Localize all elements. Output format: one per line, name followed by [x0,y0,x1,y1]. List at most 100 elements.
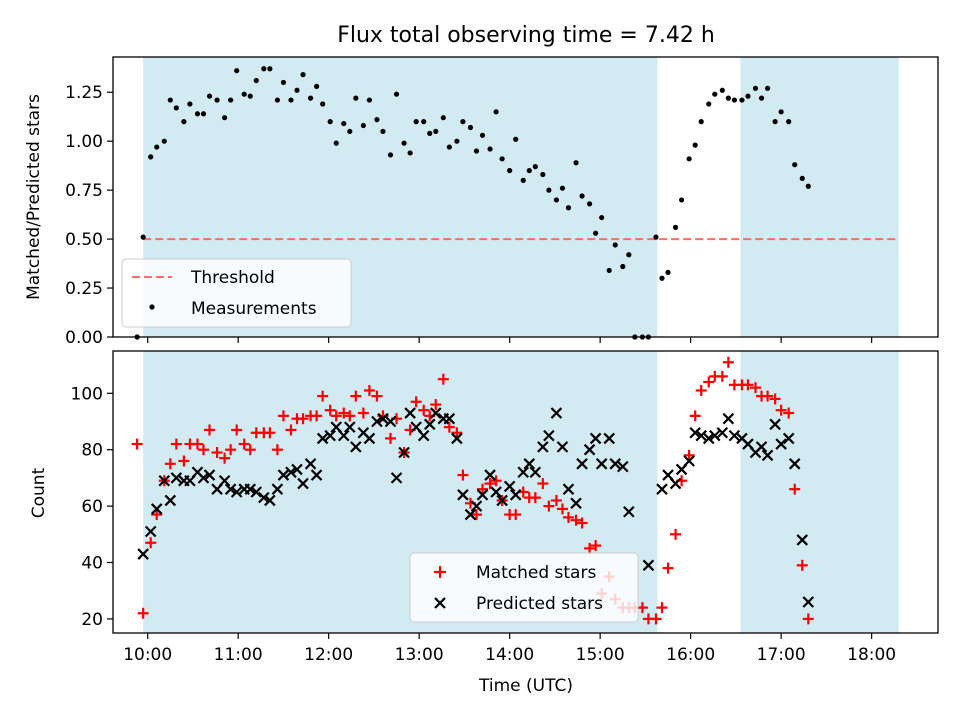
threshold-legend-label: Threshold [190,268,275,288]
ratio-panel: Flux total observing time = 7.42 h Match… [24,23,939,348]
x-tick-label: 14:00 [485,645,534,665]
predicted-star-point [683,455,695,467]
predicted-star-point [164,494,177,507]
predicted-star-point [264,494,276,507]
x-tick-label: 11:00 [214,645,263,665]
measurement-point [553,197,560,203]
shaded-interval [740,57,899,337]
matched-star-point [297,413,309,425]
predicted-star-point [417,429,430,442]
measurement-point [154,144,160,150]
measurement-point [679,197,685,203]
predicted-star-point [562,483,575,495]
y-tick-label: 0.25 [65,279,103,299]
measurement-point [712,91,718,97]
measurement-point [612,242,618,248]
matched-star-point [264,427,276,439]
measurement-point [413,119,419,125]
matched-star-point [231,424,243,436]
predicted-star-point [316,432,329,445]
measurement-point [267,66,273,72]
predicted-star-point [550,407,563,419]
predicted-star-point [150,503,163,515]
predicted-star-point [695,429,707,442]
matched-legend-swatch [434,566,446,578]
matched-star-point [317,390,329,402]
measurement-point [347,128,353,135]
measurement-point [532,164,538,170]
predicted-star-point [337,429,350,442]
measurement-point [161,138,167,144]
y-tick-label: 0.00 [65,328,103,348]
matched-star-point [145,537,157,549]
measurement-point [433,128,439,135]
matched-star-point [330,410,342,422]
legend-box [121,258,352,328]
measurement-point [752,85,759,91]
y-tick-label: 60 [81,497,103,517]
matched-star-point [178,455,190,467]
count-panel: Count 20 40 60 80 100 10:00 11:00 12:00 13:00 14… [29,350,939,696]
matched-star-point [775,404,787,416]
measurement-point [353,95,359,101]
matched-star-point [371,390,383,402]
predicted-star-point [769,418,781,431]
predicted-star-point [543,429,555,442]
measurement-point [228,97,234,103]
matched-star-point [277,410,289,422]
predicted-star-point [363,432,376,445]
measurement-point [393,91,400,97]
measurement-point [739,97,745,103]
measurement-point [599,214,605,221]
measurement-point [786,119,792,125]
matched-star-point [783,407,795,419]
y-tick-label: 100 [71,384,103,404]
matched-legend-label: Matched stars [476,563,596,583]
measurement-point [507,167,513,174]
measurements-legend-swatch [149,304,155,310]
measurement-point [140,234,146,240]
measurement-point [341,120,347,127]
predicted-star-point [583,443,596,456]
matched-star-point [703,376,715,388]
matched-star-point [556,503,568,515]
matched-star-point [683,449,695,461]
measurement-point [653,234,659,240]
measurement-point [421,119,427,125]
predicted-star-point [384,415,397,428]
measurement-point [493,109,499,115]
predicted-star-point [310,469,323,481]
measurement-point [194,111,201,117]
matched-star-point [529,492,541,504]
matched-star-point [385,432,397,444]
predicted-star-point [775,438,787,450]
measurement-point [546,187,552,193]
y-tick-label: 1.00 [65,132,103,152]
predicted-star-point [170,472,183,484]
measurement-point [620,263,626,270]
measurement-point [247,93,253,99]
x-tick-label: 13:00 [395,645,444,665]
predicted-star-point [244,483,257,495]
x-tick-label: 10:00 [123,645,172,665]
predicted-star-point [796,534,809,546]
matched-star-point [410,396,422,408]
matched-star-point [137,607,149,619]
y-tick-label: 20 [81,610,103,630]
measurement-point [401,140,407,146]
matched-star-point [769,393,781,405]
count-x-ticks: 10:00 11:00 12:00 13:00 14:00 15:00 16:00 17:00… [123,633,896,665]
measurement-point [288,97,294,103]
matched-star-point [590,540,602,552]
matched-star-point [689,410,701,422]
measurement-point [764,85,771,91]
measurement-point [745,93,751,99]
predicted-star-point [258,491,270,504]
matched-star-point [350,390,362,402]
predicted-star-point [203,469,216,481]
measurement-point [294,87,300,93]
measurement-point [606,267,612,274]
measurement-point [360,122,366,129]
predicted-star-point [423,418,436,431]
predicted-star-point [802,596,815,608]
